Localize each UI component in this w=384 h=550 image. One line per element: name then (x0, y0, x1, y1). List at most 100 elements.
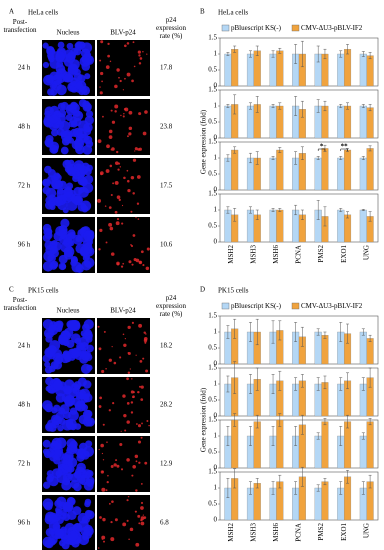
p24-stain (143, 338, 148, 343)
nucleus-stain (49, 203, 56, 210)
error-bar (278, 370, 282, 391)
bar (337, 157, 345, 191)
error-bar (248, 322, 252, 342)
error-bar (248, 374, 252, 394)
p24-stain (126, 179, 130, 183)
nucleus-stain (75, 41, 83, 49)
nucleus-stain (68, 410, 79, 421)
p24-stain (105, 241, 108, 244)
p24-stain (126, 42, 130, 45)
error-bar (323, 48, 327, 60)
bar (314, 435, 322, 469)
p24-stain (116, 68, 120, 72)
error-bar (233, 468, 237, 489)
y-tick-label: 0.5 (208, 396, 217, 404)
nucleus-stain (85, 335, 93, 343)
x-tick-label: UNG (362, 523, 370, 538)
y-tick-label: 1 (214, 484, 218, 492)
x-tick-label: MSH2 (227, 245, 235, 264)
nucleus-stain (67, 465, 75, 473)
p24-stain (119, 166, 122, 168)
nucleus-stain (65, 418, 77, 430)
bar (366, 421, 374, 469)
p24-stain (138, 62, 142, 65)
p24-stain (126, 519, 129, 522)
error-bar (361, 51, 365, 57)
rate-label: 18.2 (160, 342, 173, 350)
error-bar (278, 208, 282, 212)
p24-stain (108, 135, 113, 139)
p24-stain (131, 263, 134, 266)
p24-stain (123, 176, 126, 180)
p24-stain (127, 135, 129, 138)
time-label: 48 h (18, 123, 31, 131)
nucleus-stain (66, 42, 74, 50)
p24-stain (145, 369, 149, 373)
p24-stain (106, 480, 109, 484)
error-bar (368, 418, 372, 426)
p24-stain (135, 217, 137, 219)
nucleus-stain (82, 249, 89, 256)
bar (359, 435, 367, 469)
y-tick-label: 0.5 (208, 118, 217, 126)
nucleus-stain (48, 324, 57, 333)
bar (276, 419, 284, 469)
error-bar (226, 426, 230, 446)
p24-stain (115, 459, 118, 462)
p24-stain (112, 402, 115, 405)
p24-stain (142, 131, 147, 136)
p24-stain (136, 175, 141, 179)
error-bar (368, 367, 372, 388)
p24-stain (118, 198, 121, 202)
nucleus-stain (52, 380, 63, 391)
p24-stain (142, 357, 145, 360)
p24-stain (120, 430, 122, 432)
p24-stain (106, 441, 108, 443)
error-bar (361, 209, 365, 211)
micrograph-background (97, 217, 150, 273)
p24-stain (128, 260, 132, 264)
p24-stain (119, 79, 122, 83)
p24-stain (115, 221, 120, 226)
error-bar (294, 377, 298, 391)
p24-stain (135, 354, 137, 356)
error-bar (323, 331, 327, 339)
p24-stain (110, 537, 115, 542)
bar (224, 209, 232, 243)
nucleus-stain (60, 263, 67, 270)
p24-stain (101, 80, 103, 83)
p24-stain (102, 517, 106, 522)
nucleus-header: Nucleus (57, 29, 80, 37)
error-bar (316, 156, 320, 160)
p24-stain (113, 361, 117, 365)
error-bar (339, 208, 343, 212)
p24-stain (102, 115, 104, 118)
p24-stain (129, 527, 134, 532)
error-bar (346, 44, 350, 55)
error-bar (346, 102, 350, 110)
nucleus-stain (71, 261, 83, 273)
p24-stain (138, 54, 141, 57)
nucleus-stain (51, 180, 61, 190)
error-bar (255, 96, 259, 113)
panel-title: PK15 cells (28, 287, 59, 295)
p24-stain (123, 107, 127, 111)
p24-stain (140, 483, 143, 485)
p24-stain (132, 192, 135, 195)
bar (337, 209, 345, 243)
nucleus-stain (76, 80, 87, 91)
nucleus-stain (80, 526, 90, 536)
p24-stain (122, 89, 125, 91)
p24-stain (115, 150, 119, 154)
nucleus-stain (82, 380, 92, 389)
nucleus-stain (70, 193, 82, 205)
panel-letter: B (200, 8, 205, 16)
p24-stain (141, 422, 143, 425)
bar (343, 421, 352, 469)
p24-stain (137, 514, 141, 518)
error-bar (368, 334, 372, 342)
error-bar (248, 206, 252, 214)
y-tick-label: 1.5 (208, 312, 217, 320)
p24-stain (136, 202, 140, 205)
nucleus-stain (66, 510, 77, 520)
